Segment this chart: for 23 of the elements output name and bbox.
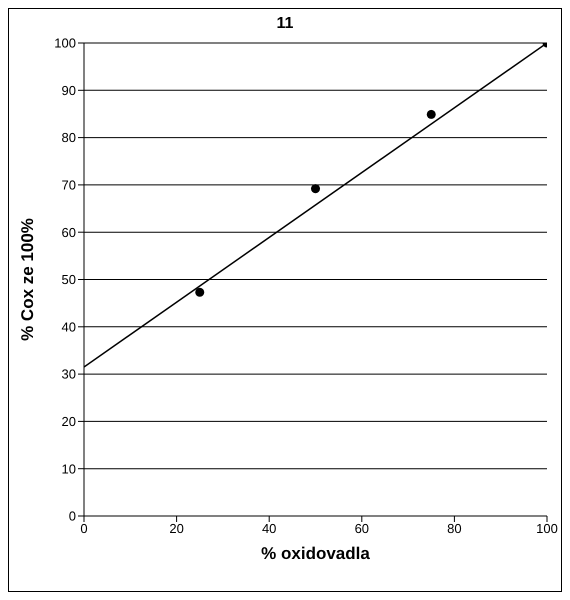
y-tick-label: 10 — [62, 461, 76, 476]
x-axis-title: % oxidovadla — [261, 544, 370, 563]
y-tick-label: 20 — [62, 414, 76, 430]
x-tick-label: 100 — [536, 521, 558, 536]
y-tick-label: 100 — [54, 36, 76, 51]
y-tick-label: 90 — [62, 82, 76, 98]
y-tick-label: 30 — [62, 366, 76, 382]
y-tick-label: 0 — [68, 508, 76, 524]
x-tick-label: 60 — [354, 521, 370, 536]
x-tick-label: 80 — [447, 521, 462, 536]
point — [426, 110, 436, 119]
y-tick-label: 40 — [62, 319, 76, 334]
y-tick-label: 60 — [62, 224, 76, 240]
x-tick-label: 20 — [169, 521, 184, 536]
chart-title: 11 — [276, 15, 294, 33]
y-tick-label: 70 — [62, 178, 76, 193]
x-tick-label: 40 — [262, 521, 276, 536]
point — [195, 288, 204, 297]
point — [310, 184, 320, 194]
x-tick-label: 0 — [80, 521, 88, 536]
y-axis-title: % Cox ze 100% — [18, 218, 38, 341]
y-tick-label: 80 — [62, 130, 76, 146]
y-tick-label: 50 — [62, 272, 76, 288]
